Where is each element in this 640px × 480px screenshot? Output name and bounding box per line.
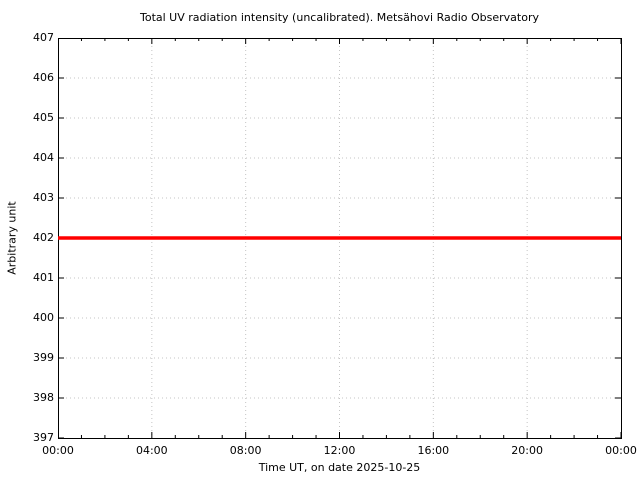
x-tick-label: 16:00 (417, 444, 450, 457)
x-axis-label: Time UT, on date 2025-10-25 (258, 461, 421, 474)
x-tick-label: 08:00 (229, 444, 262, 457)
y-tick-label: 406 (33, 71, 54, 84)
y-tick-label: 397 (33, 431, 54, 444)
y-tick-label: 404 (33, 151, 54, 164)
y-tick-label: 407 (33, 31, 54, 44)
chart-title: Total UV radiation intensity (uncalibrat… (140, 11, 539, 24)
x-tick-label: 20:00 (511, 444, 543, 457)
plot-area (58, 38, 622, 439)
y-tick-label: 398 (33, 391, 54, 404)
y-tick-label: 400 (33, 311, 54, 324)
y-tick-label: 405 (33, 111, 54, 124)
x-tick-label: 00:00 (42, 444, 74, 457)
y-axis-label: Arbitrary unit (5, 201, 19, 275)
y-tick-label: 403 (33, 191, 54, 204)
x-tick-label: 12:00 (323, 444, 356, 457)
y-tick-label: 402 (33, 231, 54, 244)
y-tick-label: 401 (33, 271, 54, 284)
y-tick-label: 399 (33, 351, 54, 364)
x-tick-label: 04:00 (135, 444, 168, 457)
x-tick-label: 00:00 (605, 444, 637, 457)
